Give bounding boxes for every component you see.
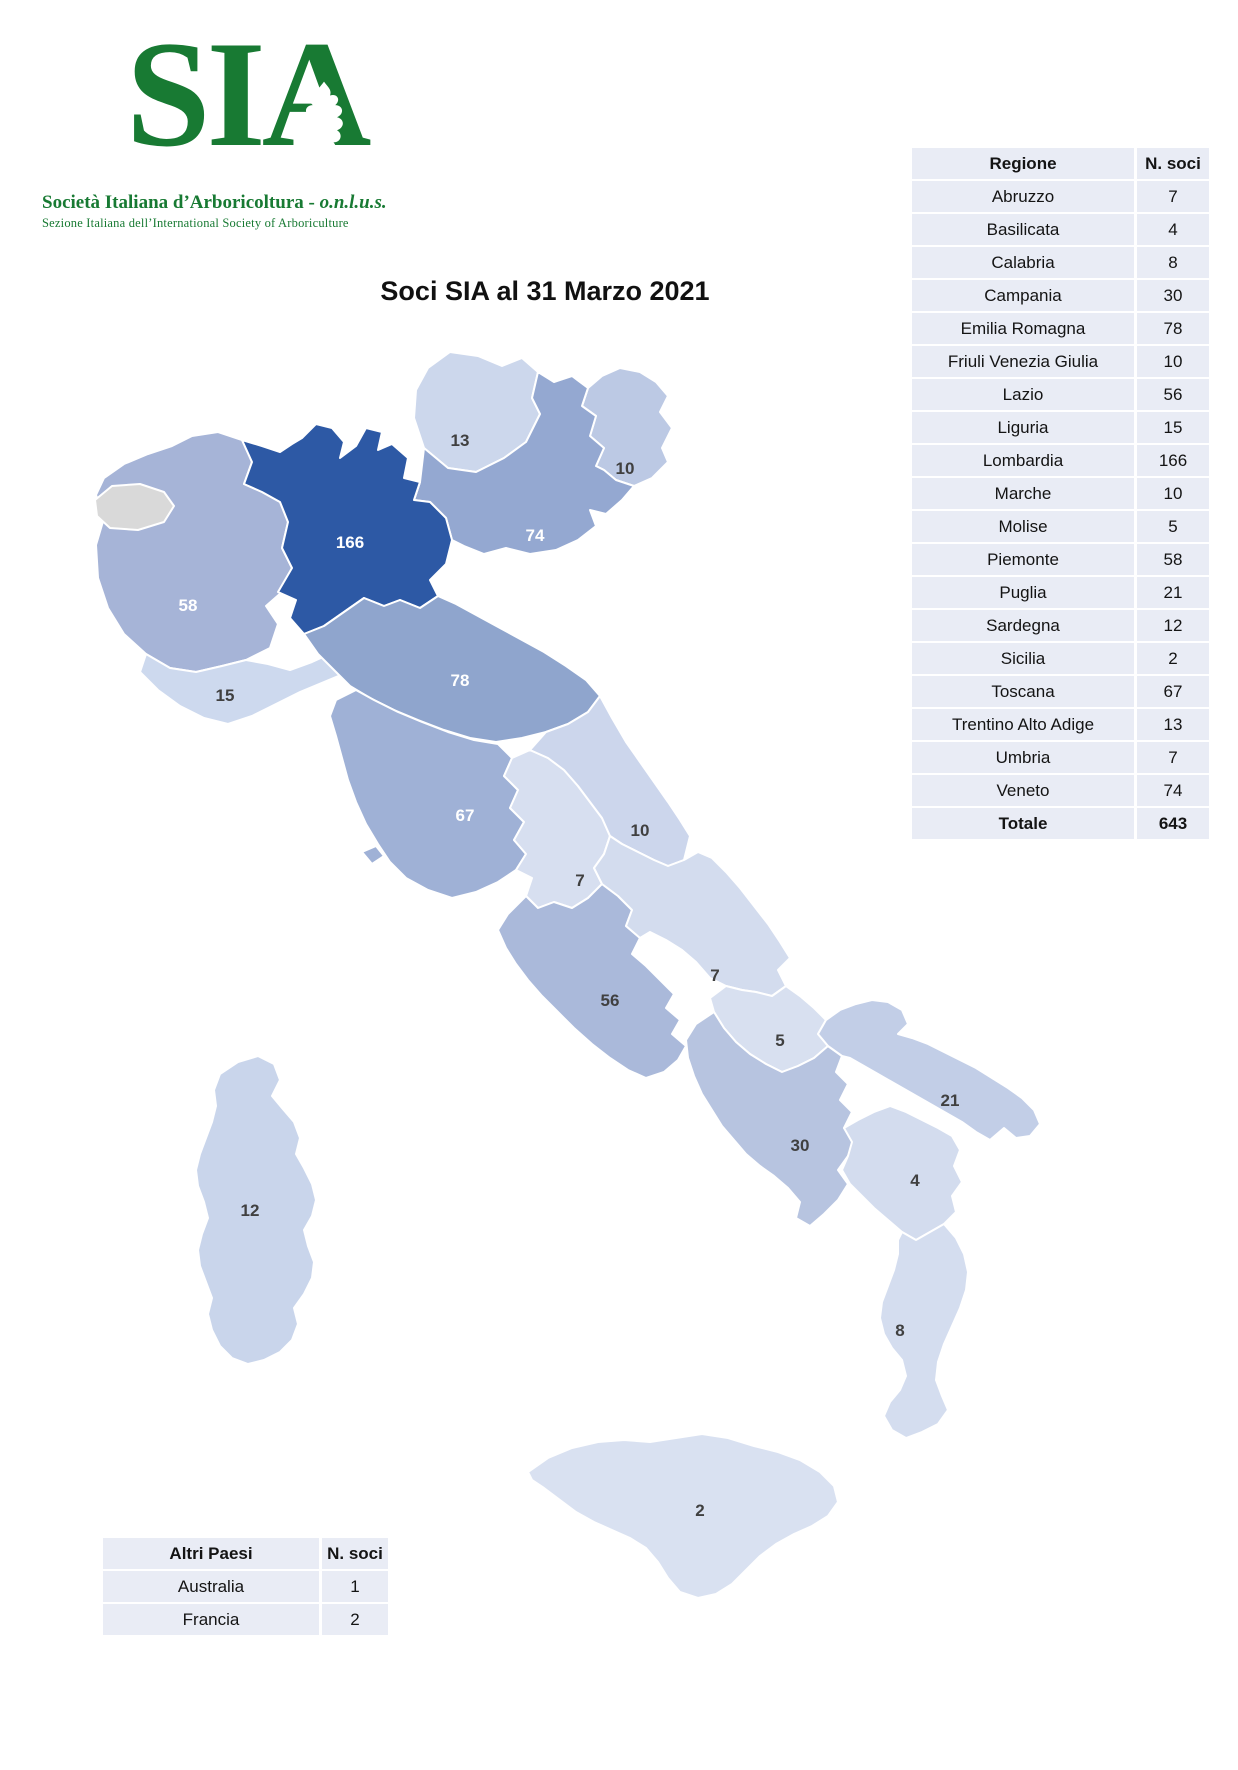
regions-table-row-value: 13 (1137, 709, 1209, 740)
region-value-label-friuli: 10 (616, 459, 635, 478)
regions-table-row-value: 21 (1137, 577, 1209, 608)
logo-name-onlus: o.n.l.u.s. (319, 192, 387, 213)
region-value-label-sardegna: 12 (241, 1201, 260, 1220)
region-value-label-emilia: 78 (451, 671, 470, 690)
regions-table-row-value: 166 (1137, 445, 1209, 476)
regions-table-row-label: Calabria (912, 247, 1134, 278)
region-value-label-toscana: 67 (456, 806, 475, 825)
regions-table-row-label: Puglia (912, 577, 1134, 608)
others-table-row-value: 2 (322, 1604, 388, 1635)
regions-table-row-label: Piemonte (912, 544, 1134, 575)
region-basilicata (841, 1105, 963, 1241)
regions-table-row-value: 2 (1137, 643, 1209, 674)
region-value-label-sicilia: 2 (695, 1501, 704, 1520)
regions-table-row-label: Basilicata (912, 214, 1134, 245)
region-value-label-umbria: 7 (575, 871, 584, 890)
regions-table-row-value: 12 (1137, 610, 1209, 641)
region-value-label-piemonte: 58 (179, 596, 198, 615)
regions-table-row-label: Trentino Alto Adige (912, 709, 1134, 740)
regions-table-row-value: 5 (1137, 511, 1209, 542)
regions-table-row-label: Emilia Romagna (912, 313, 1134, 344)
others-table-header-label: Altri Paesi (103, 1538, 319, 1569)
region-value-label-molise: 5 (775, 1031, 784, 1050)
page-title: Soci SIA al 31 Marzo 2021 (380, 276, 710, 306)
region-campania (685, 1011, 857, 1227)
regions-table-row-label: Veneto (912, 775, 1134, 806)
logo-name-line: Società Italiana d’Arboricoltura - o.n.l… (42, 192, 462, 214)
region-value-label-campania: 30 (791, 1136, 810, 1155)
region-sicilia (527, 1433, 839, 1599)
others-table-row-label: Australia (103, 1571, 319, 1602)
region-value-label-calabria: 8 (895, 1321, 904, 1340)
region-value-label-lazio: 56 (601, 991, 620, 1010)
regions-table-header-label: Regione (912, 148, 1134, 179)
region-value-label-abruzzo: 7 (710, 966, 719, 985)
region-value-label-liguria: 15 (216, 686, 235, 705)
region-value-label-basilicata: 4 (910, 1171, 920, 1190)
region-puglia (817, 999, 1041, 1141)
region-sardegna (195, 1055, 317, 1365)
regions-table-row-value: 10 (1137, 478, 1209, 509)
regions-table-row-label: Umbria (912, 742, 1134, 773)
regions-table-total-value: 643 (1137, 808, 1209, 839)
regions-table-row-value: 58 (1137, 544, 1209, 575)
regions-table-row-value: 8 (1137, 247, 1209, 278)
regions-table-row-value: 15 (1137, 412, 1209, 443)
region-calabria (879, 1223, 969, 1439)
regions-table-row-value: 7 (1137, 742, 1209, 773)
region-value-label-marche: 10 (631, 821, 650, 840)
regions-table-row-label: Lombardia (912, 445, 1134, 476)
region-value-label-veneto: 74 (526, 526, 545, 545)
logo-name-main: Società Italiana d’Arboricoltura - (42, 192, 320, 213)
regions-table: Regione N. soci Abruzzo 7 Basilicata 4 Calabri… (912, 148, 1209, 839)
regions-table-row-label: Abruzzo (912, 181, 1134, 212)
regions-table-row-label: Sicilia (912, 643, 1134, 674)
regions-table-row-label: Lazio (912, 379, 1134, 410)
regions-table-row-value: 78 (1137, 313, 1209, 344)
regions-table-row-value: 74 (1137, 775, 1209, 806)
regions-table-row-value: 67 (1137, 676, 1209, 707)
regions-table-row-label: Molise (912, 511, 1134, 542)
regions-table-row-value: 4 (1137, 214, 1209, 245)
others-table-row-label: Francia (103, 1604, 319, 1635)
regions-table-row-value: 30 (1137, 280, 1209, 311)
regions-table-row-label: Sardegna (912, 610, 1134, 641)
regions-table-row-label: Toscana (912, 676, 1134, 707)
regions-table-row-value: 10 (1137, 346, 1209, 377)
others-table-row-value: 1 (322, 1571, 388, 1602)
regions-table-row-label: Friuli Venezia Giulia (912, 346, 1134, 377)
region-value-label-puglia: 21 (941, 1091, 960, 1110)
sia-logo: SIA Società Italiana d’Arboricoltura - o… (40, 10, 462, 230)
regions-table-row-label: Campania (912, 280, 1134, 311)
map-region-labels: 58 13 10 74 166 15 78 67 7 10 56 7 5 30 21 4 8 2 12 (179, 431, 960, 1520)
regions-table-row-label: Liguria (912, 412, 1134, 443)
other-countries-table: Altri Paesi N. soci Australia 1 Francia 2 (103, 1538, 388, 1635)
region-valle_daosta (94, 483, 175, 531)
regions-table-total-label: Totale (912, 808, 1134, 839)
region-value-label-trentino: 13 (451, 431, 470, 450)
regions-table-row-label: Marche (912, 478, 1134, 509)
regions-table-row-value: 56 (1137, 379, 1209, 410)
regions-table-row-value: 7 (1137, 181, 1209, 212)
others-table-header-value: N. soci (322, 1538, 388, 1569)
region-value-label-lombardia: 166 (336, 533, 364, 552)
oak-leaf-icon (305, 81, 343, 172)
logo-acronym: SIA (126, 18, 371, 172)
logo-subtitle: Sezione Italiana dell’International Soci… (42, 216, 349, 230)
map-regions (94, 351, 1041, 1599)
regions-table-header-value: N. soci (1137, 148, 1209, 179)
